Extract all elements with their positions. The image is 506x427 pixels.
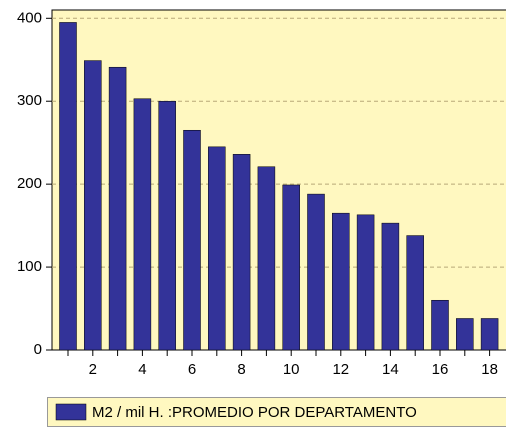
y-tick-label: 300 (17, 92, 42, 109)
bar (282, 184, 300, 351)
y-tick-label: 200 (17, 175, 42, 192)
x-tick-label: 16 (432, 361, 449, 378)
bar (381, 222, 400, 351)
bar (456, 318, 474, 351)
bar (480, 318, 499, 351)
bar (84, 60, 102, 351)
y-tick-label: 100 (17, 258, 42, 275)
x-tick-label: 12 (332, 361, 349, 378)
bar (208, 146, 226, 351)
legend-label: M2 / mil H. :PROMEDIO POR DEPARTAMENTO (92, 404, 417, 421)
bar (307, 193, 325, 351)
bar (108, 66, 127, 351)
y-tick-label: 400 (17, 9, 42, 26)
bar (332, 212, 350, 351)
x-tick-label: 4 (138, 361, 146, 378)
bar (431, 299, 449, 351)
x-tick-label: 18 (481, 361, 498, 378)
legend-swatch (55, 403, 87, 421)
x-tick-label: 8 (237, 361, 245, 378)
x-tick-label: 2 (89, 361, 97, 378)
x-tick-label: 14 (382, 361, 399, 378)
bar (158, 100, 176, 351)
x-tick-label: 10 (283, 361, 300, 378)
bar (59, 22, 77, 351)
bar (406, 235, 424, 351)
bar (133, 98, 152, 351)
x-tick-label: 6 (188, 361, 196, 378)
y-tick-label: 0 (34, 341, 42, 358)
bar (356, 214, 375, 351)
legend (47, 397, 506, 427)
bar (183, 129, 201, 351)
plot-area (51, 9, 506, 351)
bar (232, 154, 251, 351)
bar (257, 166, 276, 351)
